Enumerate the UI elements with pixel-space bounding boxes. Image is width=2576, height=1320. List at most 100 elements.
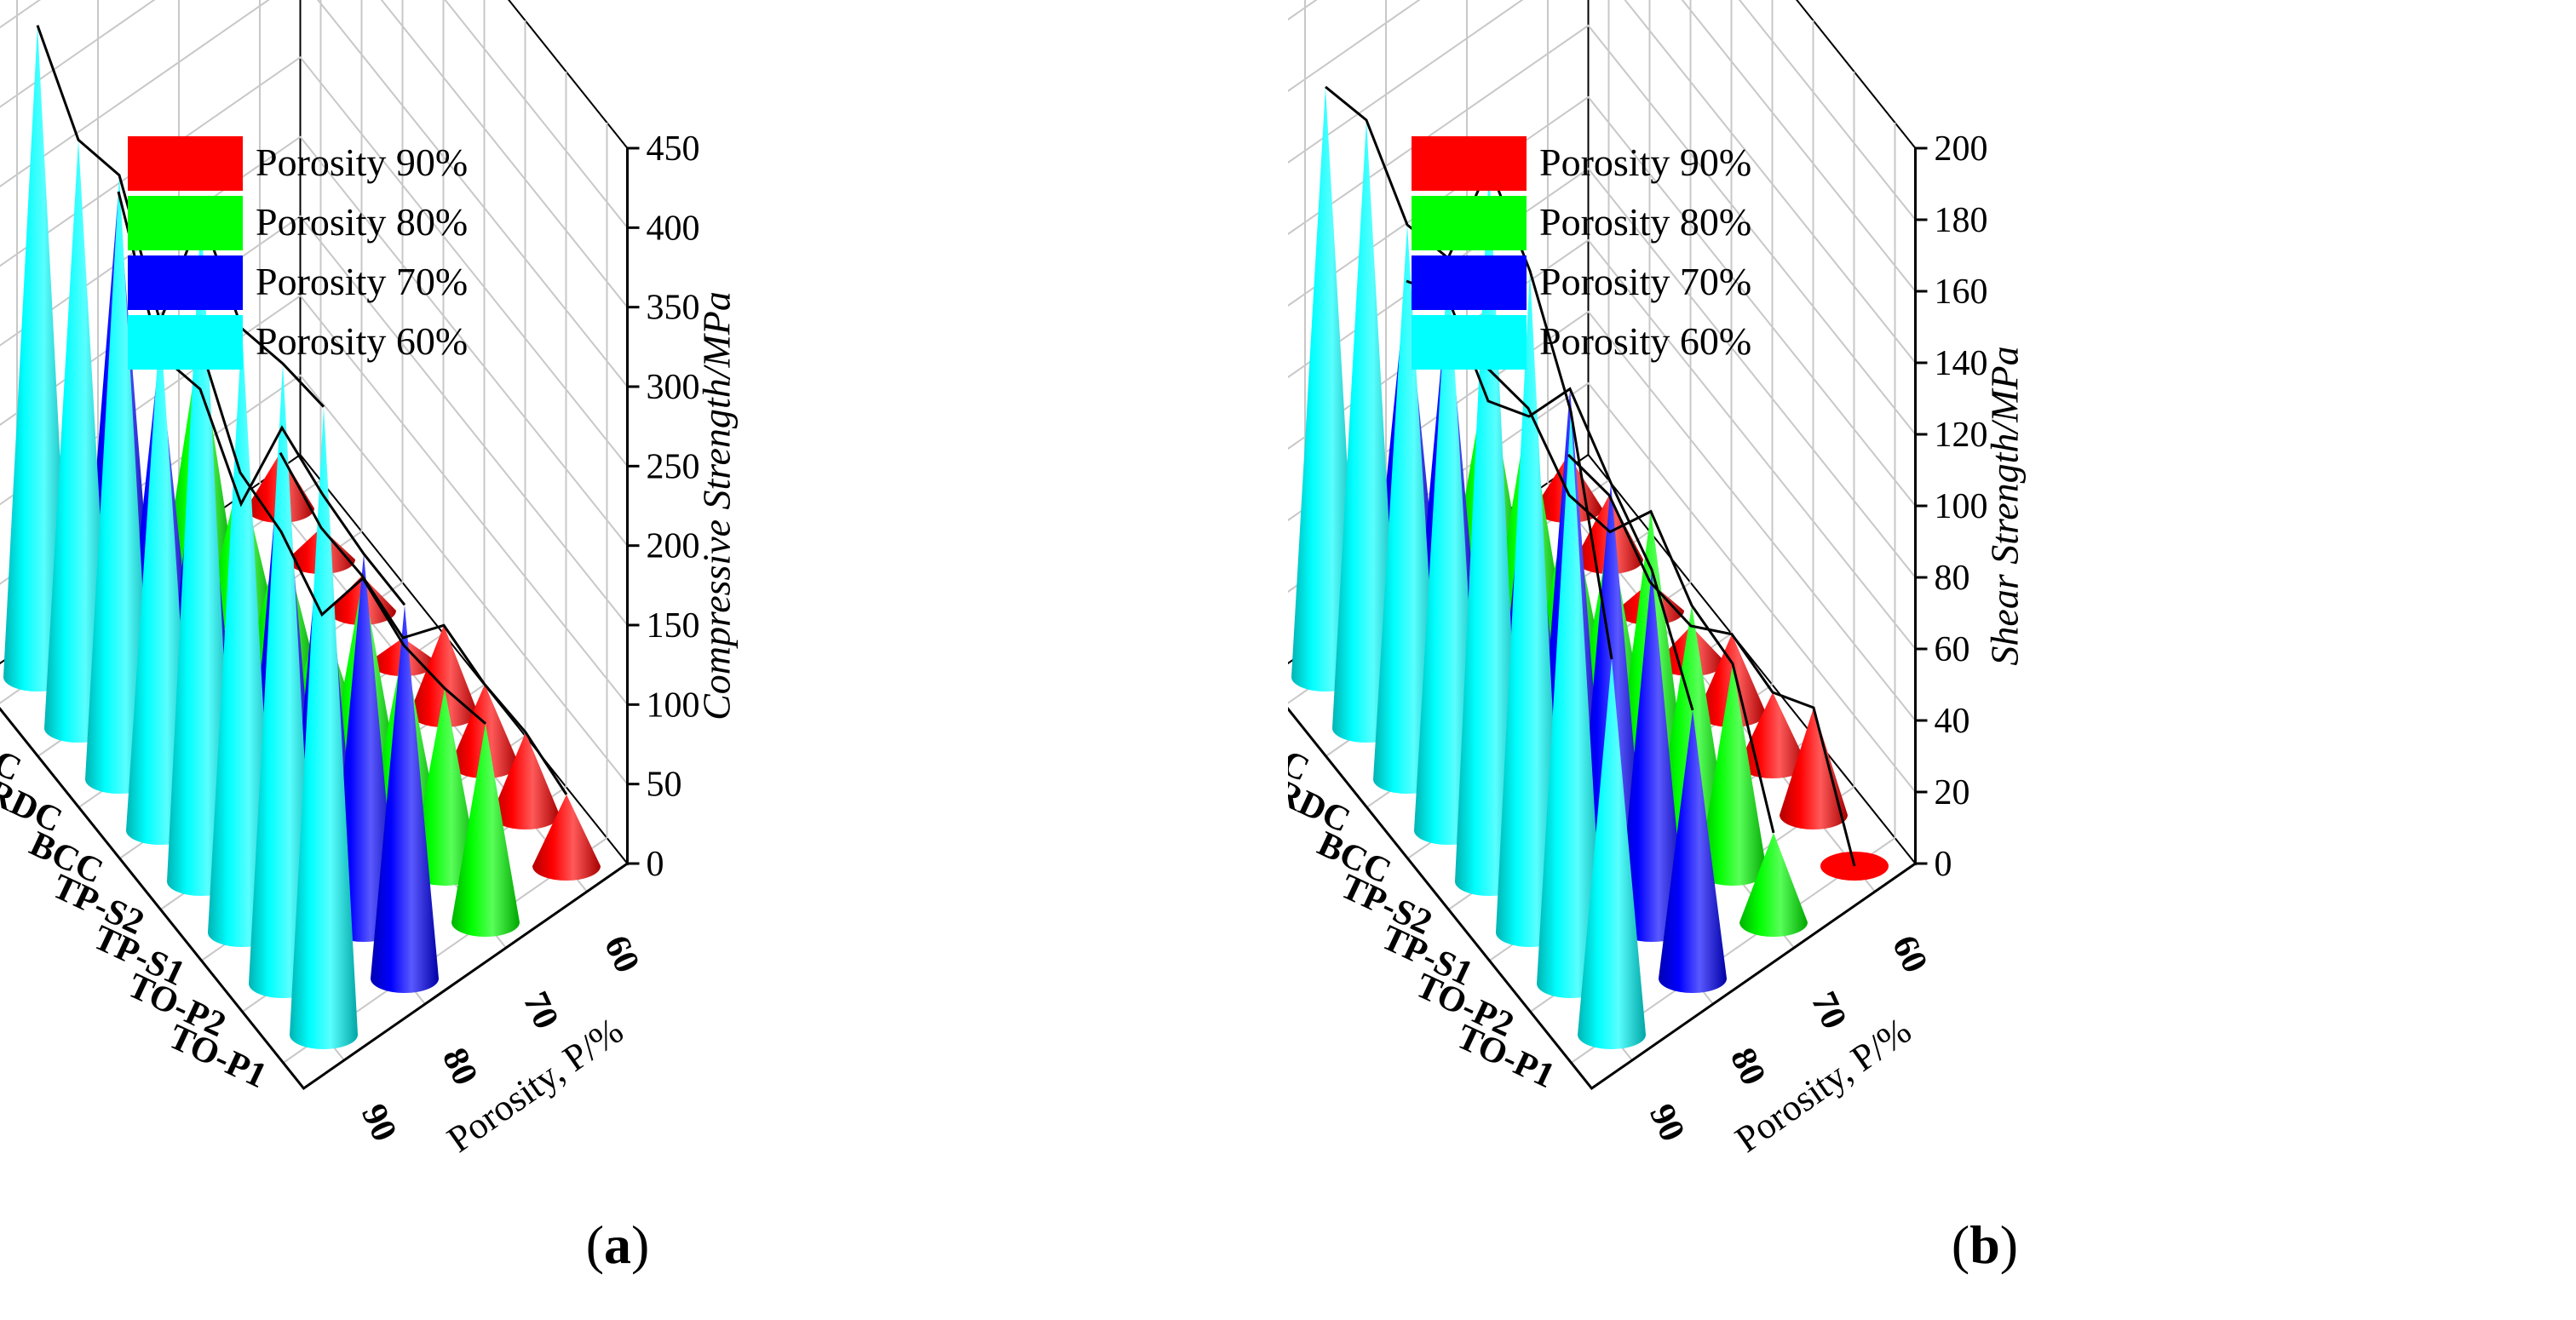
caption-a-label: a — [604, 1214, 631, 1275]
z-tick-label: 60 — [1935, 630, 1970, 669]
legend-swatch — [128, 136, 243, 191]
cone-tp-s1-90 — [208, 328, 276, 948]
cone-to-p2-70 — [411, 688, 479, 886]
grid-line — [0, 0, 629, 308]
cone-to-p1-60 — [532, 795, 601, 881]
cone-to-p2-90 — [249, 364, 317, 998]
cone-body — [1496, 271, 1564, 947]
cone-to-p1-90 — [1578, 659, 1646, 1049]
floor-edge — [1288, 706, 1917, 1091]
floor-edge — [0, 706, 629, 1091]
trend-line-60 — [279, 451, 568, 795]
cone-body — [208, 328, 276, 948]
grid-line — [1288, 24, 1917, 435]
z-tick-label: 200 — [647, 527, 700, 566]
cone-body — [1739, 833, 1808, 937]
trend-line-60 — [1567, 453, 1856, 867]
legend-swatch — [128, 255, 243, 310]
y-tick-label: 90 — [1642, 1099, 1692, 1148]
grid-line — [0, 0, 629, 387]
z-axis: 0 20 40 60 80 100 120 140 160 180 200 Shear Strengt… — [1914, 129, 2027, 884]
cone-body — [1291, 87, 1360, 692]
z-tick-label: 120 — [1935, 416, 1988, 455]
y-tick-label: 70 — [1803, 986, 1854, 1036]
legend-label: Porosity 80% — [1539, 200, 1751, 244]
cone-tp-s2-90 — [1455, 166, 1523, 896]
y-tick-label: 80 — [434, 1042, 485, 1092]
chart-b: 0 20 40 60 80 100 120 140 160 180 200 Shear Strengt… — [1288, 0, 2027, 1161]
z-tick-label: 0 — [647, 845, 664, 884]
z-tick-label: 80 — [1935, 559, 1970, 598]
z-tick-label: 250 — [647, 447, 700, 486]
grid-line — [0, 0, 629, 228]
z-tick-label: 140 — [1935, 344, 1988, 383]
trend-line-80 — [1406, 279, 1694, 711]
z-tick-label: 450 — [647, 129, 700, 169]
cone-body — [1332, 120, 1400, 743]
cone-body — [371, 605, 439, 993]
z-tick-label: 400 — [647, 209, 700, 248]
cone-dcc-90 — [44, 140, 112, 743]
legend: Porosity 90% Porosity 80% Porosity 70% Poro… — [1412, 136, 1751, 370]
cone-to-p2-90 — [1537, 411, 1605, 998]
grid-line — [1288, 0, 1917, 292]
cones-b — [1291, 87, 1889, 1049]
legend-label: Porosity 70% — [256, 260, 468, 303]
cones-a — [3, 25, 601, 1050]
y-tick-label: 80 — [1722, 1042, 1773, 1092]
cone-dcc-90 — [1332, 120, 1400, 743]
cone-to-p1-90 — [290, 406, 358, 1050]
z-axis-title: Shear Strength/MPa — [1983, 346, 2027, 665]
z-tick-label: 0 — [1935, 845, 1952, 884]
cone-body — [1780, 708, 1848, 829]
cone-body — [3, 25, 72, 692]
legend-label: Porosity 70% — [1539, 260, 1751, 303]
cone-fcc-90 — [3, 25, 72, 692]
z-tick-label: 180 — [1935, 201, 1988, 240]
cone-body — [451, 723, 520, 937]
cone-body — [167, 214, 235, 896]
legend: Porosity 90% Porosity 80% Porosity 70% Poro… — [128, 136, 468, 370]
cone-to-p1-70 — [1739, 833, 1808, 937]
caption-a: (a) — [585, 1214, 650, 1275]
legend-swatch — [1412, 136, 1527, 191]
legend-label: Porosity 60% — [256, 319, 468, 363]
cone-rdc-90 — [85, 175, 153, 794]
z-tick-label: 160 — [1935, 273, 1988, 312]
caption-b-label: b — [1969, 1214, 2000, 1275]
cone-to-p1-80 — [371, 605, 439, 993]
legend-label: Porosity 90% — [1539, 141, 1751, 184]
cone-to-p1-80 — [1659, 710, 1727, 993]
cone-body — [44, 140, 112, 743]
cone-body — [532, 795, 601, 881]
caption-b: (b) — [1951, 1214, 2019, 1275]
cone-body — [1455, 166, 1523, 896]
grid-line — [1288, 0, 1917, 221]
cone-body — [290, 406, 358, 1050]
grid-line — [0, 55, 629, 467]
cone-body — [1373, 225, 1441, 794]
cone-body — [1699, 663, 1767, 886]
legend-label: Porosity 80% — [256, 200, 468, 244]
cone-to-p1-70 — [451, 723, 520, 937]
z-tick-label: 200 — [1935, 129, 1988, 169]
cone-body — [1537, 411, 1605, 998]
z-tick-label: 20 — [1935, 773, 1970, 812]
cone-tp-s2-90 — [167, 214, 235, 896]
cone-body — [492, 732, 560, 829]
cone-to-p2-80 — [1618, 570, 1686, 942]
z-tick-label: 350 — [647, 289, 700, 328]
chart-a: 0 50 100 150 200 250 300 350 400 450 Compressive S… — [0, 0, 739, 1161]
legend-swatch — [128, 315, 243, 370]
y-tick-label: 70 — [515, 986, 566, 1036]
legend-label: Porosity 60% — [1539, 319, 1751, 363]
y-tick-label: 60 — [1884, 930, 1935, 979]
z-tick-label: 150 — [647, 606, 700, 646]
cone-to-p2-60 — [492, 732, 560, 829]
cone-tp-s1-90 — [1496, 271, 1564, 947]
cone-body — [1618, 570, 1686, 942]
z-tick-label: 40 — [1935, 702, 1970, 741]
y-tick-label: 60 — [596, 930, 647, 979]
z-tick-label: 300 — [647, 368, 700, 407]
